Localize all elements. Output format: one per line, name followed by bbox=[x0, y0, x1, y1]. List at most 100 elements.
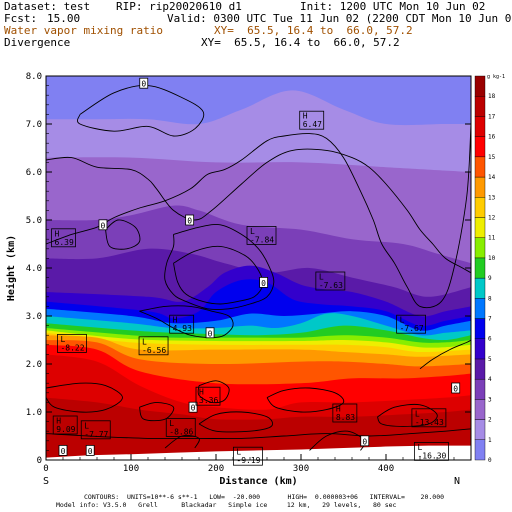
divergence-contour-7 bbox=[197, 380, 230, 404]
extremum-box bbox=[315, 271, 346, 291]
x-tick-label: 400 bbox=[378, 464, 394, 474]
colorbar-label: 14 bbox=[488, 174, 496, 181]
colorbar-label: 11 bbox=[488, 235, 496, 242]
extremum-box bbox=[232, 446, 263, 466]
extremum-box bbox=[169, 314, 195, 334]
colorbar-swatch bbox=[474, 116, 486, 137]
extremum-box bbox=[246, 225, 277, 245]
contour-label-box bbox=[185, 214, 195, 226]
contour-label: 0 bbox=[101, 221, 106, 230]
field-title-divergence: Divergence bbox=[4, 36, 71, 49]
field-title-mixing-ratio: Water vapor mixing ratio bbox=[4, 24, 163, 37]
y-tick-label: 4.0 bbox=[26, 264, 42, 274]
contour-label: 0 bbox=[208, 329, 213, 338]
divergence-contour-6 bbox=[139, 305, 234, 339]
colorbar-label: 8 bbox=[488, 295, 492, 302]
extremum-value: -13.43 bbox=[415, 418, 444, 427]
colorbar-swatch bbox=[474, 318, 486, 339]
colorbar-swatch bbox=[474, 277, 486, 299]
contour-label: 0 bbox=[88, 447, 93, 456]
extremum-letter: L bbox=[417, 443, 422, 452]
colorbar-swatch bbox=[474, 217, 486, 238]
extremum-value: 9.09 bbox=[56, 425, 75, 434]
colorbar-label: 9 bbox=[488, 275, 492, 282]
contour-label: 0 bbox=[187, 217, 192, 226]
extremum-letter: H bbox=[303, 112, 308, 121]
colorbar-unit: g kg-1 bbox=[487, 74, 505, 80]
colorbar-swatch bbox=[474, 197, 486, 218]
contour-label: 0 bbox=[261, 279, 266, 288]
y-tick-label: 3.0 bbox=[26, 312, 42, 322]
y-tick-label: 0 bbox=[37, 456, 42, 466]
extremum-box bbox=[57, 333, 87, 353]
contour-label: 0 bbox=[453, 385, 458, 394]
extremum-value: -7.77 bbox=[84, 430, 108, 439]
divergence-contour-14 bbox=[266, 387, 345, 413]
y-tick-label: 2.0 bbox=[26, 360, 42, 370]
extremum-value: -7.67 bbox=[400, 324, 424, 333]
extremum-box bbox=[51, 228, 76, 248]
x-tick-label: 300 bbox=[293, 464, 309, 474]
colorbar-swatch bbox=[474, 399, 486, 420]
colorbar-label: 3 bbox=[488, 396, 492, 403]
colorbar-label: 10 bbox=[488, 255, 496, 262]
extremum-value: 6.47 bbox=[303, 120, 322, 129]
extremum-letter: H bbox=[173, 316, 178, 325]
model-info: Model info: V3.5.0 Grell Blackadar Simpl… bbox=[56, 501, 397, 509]
extremum-box bbox=[195, 386, 221, 406]
colorbar-swatch bbox=[474, 257, 486, 279]
colorbar-label: 15 bbox=[488, 154, 496, 161]
forecast-label: Fcst: bbox=[4, 12, 38, 25]
extremum-value: 8.83 bbox=[336, 413, 355, 422]
extremum-letter: H bbox=[199, 388, 204, 397]
contour-label-box bbox=[98, 219, 108, 231]
extremum-letter: L bbox=[142, 337, 147, 346]
extremum-value: 3.36 bbox=[199, 396, 218, 405]
contour-label: 0 bbox=[141, 80, 146, 89]
colorbar-swatch bbox=[474, 176, 486, 198]
extremum-letter: L bbox=[236, 448, 241, 457]
colorbar-swatch bbox=[474, 298, 486, 319]
colorbar-label: 18 bbox=[488, 93, 496, 100]
extremum-value: -6.56 bbox=[142, 346, 166, 355]
extremum-letter: L bbox=[400, 316, 405, 325]
contour-label: 0 bbox=[61, 447, 66, 456]
extremum-letter: L bbox=[319, 273, 324, 282]
y-tick-label: 1.0 bbox=[26, 408, 42, 418]
contour-label-box bbox=[360, 435, 370, 447]
extremum-box bbox=[332, 403, 358, 423]
divergence-contour-0 bbox=[46, 148, 471, 274]
divergence-contour-3 bbox=[105, 219, 141, 250]
terrain bbox=[46, 445, 471, 460]
dataset-label: Dataset: test bbox=[4, 0, 91, 13]
colorbar-swatch bbox=[474, 378, 486, 400]
divergence-contour-8 bbox=[46, 382, 123, 413]
colorbar-swatch bbox=[474, 338, 486, 360]
colorbar-swatch bbox=[474, 75, 486, 97]
colorbar-swatch bbox=[474, 358, 486, 380]
divergence-contour-11 bbox=[198, 411, 273, 433]
colorbar-label: 0 bbox=[488, 457, 492, 464]
extremum-letter: L bbox=[415, 409, 420, 418]
divergence-contour-12 bbox=[377, 403, 438, 427]
xy-endpoints-2: XY= 65.5, 16.4 to 66.0, 57.2 bbox=[201, 36, 400, 49]
contour-info: CONTOURS: UNITS=10**-6 s**-1 LOW= -20.00… bbox=[84, 493, 445, 501]
colorbar-label: 1 bbox=[488, 437, 492, 444]
extremum-box bbox=[396, 314, 427, 334]
extremum-box bbox=[411, 408, 447, 428]
divergence-contour-15 bbox=[164, 434, 200, 449]
contour-label-box bbox=[58, 444, 68, 456]
extremum-value: -16.30 bbox=[417, 451, 446, 460]
contour-label-box bbox=[188, 401, 198, 413]
contour-label: 0 bbox=[191, 404, 196, 413]
divergence-contour-4 bbox=[164, 223, 275, 310]
extremum-letter: L bbox=[250, 227, 255, 236]
y-tick-label: 5.0 bbox=[26, 216, 42, 226]
x-axis-label: Distance (km) bbox=[219, 475, 297, 487]
contour-label-box bbox=[205, 327, 215, 339]
colorbar-label: 13 bbox=[488, 194, 496, 201]
colorbar-label: 2 bbox=[488, 417, 492, 424]
extremum-letter: H bbox=[55, 229, 60, 238]
